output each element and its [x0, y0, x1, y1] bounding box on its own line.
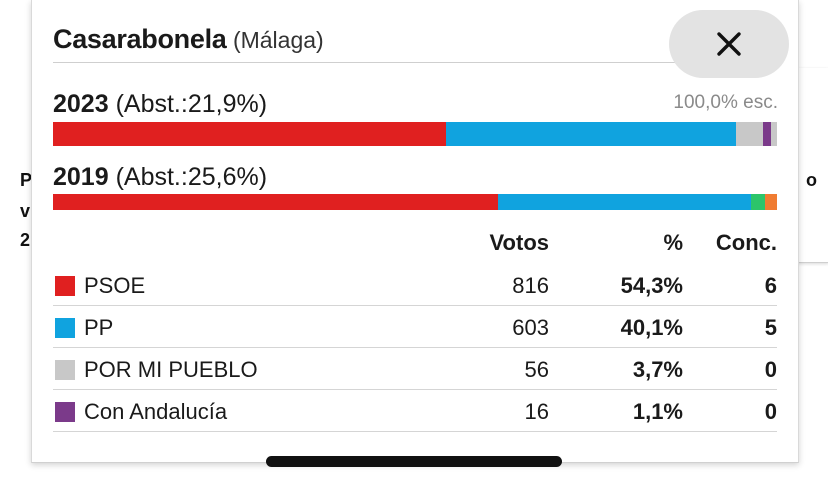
party-color-swatch: [55, 276, 75, 296]
bar-segment: [446, 122, 737, 146]
table-row: PP 603 40,1% 5: [53, 306, 777, 348]
background-card: [798, 68, 828, 263]
percent-header: %: [663, 230, 683, 255]
table-row: Con Andalucía 16 1,1% 0: [53, 390, 777, 432]
results-bar-2023: [53, 122, 777, 146]
results-table-header: Votos % Conc.: [53, 230, 777, 260]
background-text: 2: [20, 230, 31, 250]
party-color-swatch: [55, 360, 75, 380]
bar-segment: [736, 122, 764, 146]
abstention-2019: (Abst.:25,6%): [115, 163, 268, 191]
party-councillors: 0: [764, 399, 777, 424]
party-councillors: 0: [764, 357, 777, 382]
party-name: PP: [84, 315, 114, 340]
party-percent: 54,3%: [620, 273, 683, 298]
home-indicator[interactable]: [266, 456, 562, 467]
municipality-title: Casarabonela: [53, 24, 227, 54]
bar-segment: [750, 194, 765, 210]
close-button[interactable]: [669, 10, 789, 78]
party-name: POR MI PUEBLO: [84, 357, 258, 382]
party-name: PSOE: [84, 273, 146, 298]
party-votes: 16: [524, 399, 549, 424]
abstention-2023: (Abst.:21,9%): [115, 90, 268, 118]
party-percent: 3,7%: [632, 357, 683, 382]
results-bar-2019: [53, 194, 777, 210]
close-icon: [717, 32, 741, 56]
bar-segment: [53, 194, 499, 210]
province-subtitle: (Málaga): [232, 27, 324, 53]
party-votes: 56: [524, 357, 549, 382]
party-name: Con Andalucía: [84, 399, 228, 424]
party-councillors: 6: [764, 273, 777, 298]
bar-segment: [498, 194, 751, 210]
bar-segment: [763, 122, 772, 146]
scrutiny-percentage: 100,0% esc.: [673, 92, 778, 113]
table-row: POR MI PUEBLO 56 3,7% 0: [53, 348, 777, 390]
year-2019-label: 2019 (Abst.:25,6%): [53, 163, 267, 192]
background-text: P: [20, 170, 33, 190]
year-2019: 2019: [53, 163, 109, 191]
bar-segment: [771, 122, 777, 146]
bar-segment: [53, 122, 447, 146]
background-text: o: [806, 170, 817, 190]
popup-header: Casarabonela (Málaga): [53, 24, 753, 63]
party-votes: 603: [512, 315, 549, 340]
year-2023: 2023: [53, 90, 109, 118]
party-color-swatch: [55, 318, 75, 338]
bar-segment: [764, 194, 777, 210]
year-2023-label: 2023 (Abst.:21,9%): [53, 90, 267, 119]
party-councillors: 5: [764, 315, 777, 340]
councillors-header: Conc.: [715, 230, 777, 255]
party-percent: 40,1%: [620, 315, 683, 340]
party-votes: 816: [512, 273, 549, 298]
background-text: v: [20, 201, 31, 221]
votes-header: Votos: [489, 230, 549, 255]
party-color-swatch: [55, 402, 75, 422]
results-popup: Casarabonela (Málaga) 2023 (Abst.:21,9%)…: [31, 0, 799, 463]
table-row: PSOE 816 54,3% 6: [53, 264, 777, 306]
party-percent: 1,1%: [632, 399, 683, 424]
